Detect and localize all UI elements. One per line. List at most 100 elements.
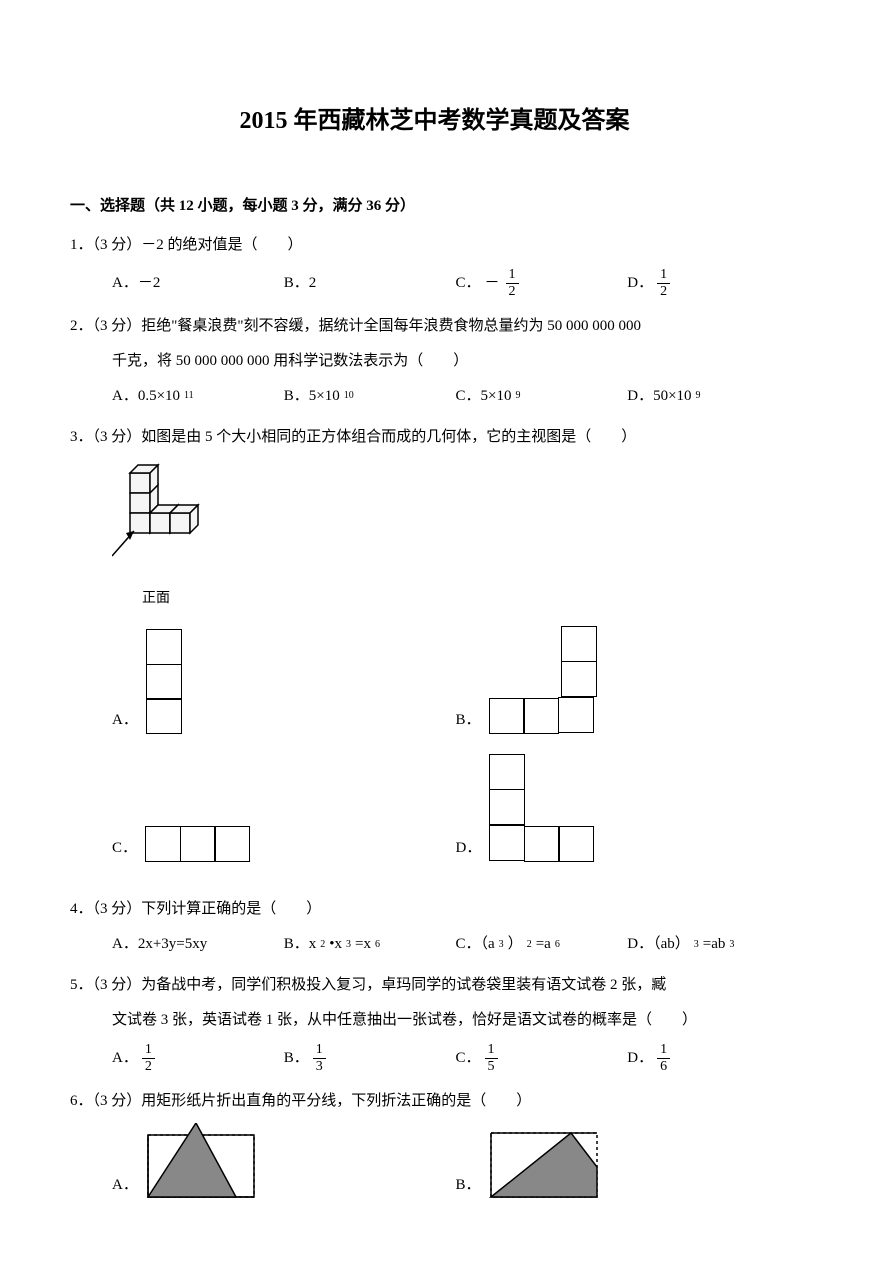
numerator: 1: [657, 267, 670, 283]
q1-c-label: C．: [456, 270, 481, 297]
numerator: 1: [506, 267, 519, 283]
exponent: 3: [729, 936, 734, 954]
question-4: 4．（3 分）下列计算正确的是（ ） A．2x+3y=5xy B．x2•x3=x…: [70, 896, 799, 958]
denominator: 2: [142, 1059, 155, 1074]
fraction: 1 5: [485, 1042, 498, 1074]
fold-b-icon: [489, 1123, 599, 1199]
question-6: 6．（3 分）用矩形纸片折出直角的平分线，下列折法正确的是（ ） A． B．: [70, 1088, 799, 1219]
exponent: 10: [344, 387, 354, 405]
exponent: 6: [375, 936, 380, 954]
q3-d-label: D．: [456, 835, 482, 862]
text: •x: [329, 931, 342, 958]
q2-c-base: C．5×10: [456, 383, 512, 410]
page-title: 2015 年西藏林芝中考数学真题及答案: [70, 100, 799, 143]
text: B．x: [284, 931, 317, 958]
q3-text: 3．（3 分）如图是由 5 个大小相同的正方体组合而成的几何体，它的主视图是（ …: [70, 424, 799, 451]
denominator: 6: [657, 1059, 670, 1074]
q5-text-1: 5．（3 分）为备战中考，同学们积极投入复习，卓玛同学的试卷袋里装有语文试卷 2…: [70, 972, 799, 999]
exponent: 3: [694, 936, 699, 954]
numerator: 1: [485, 1042, 498, 1058]
section-header: 一、选择题（共 12 小题，每小题 3 分，满分 36 分）: [70, 193, 799, 220]
q3-b-label: B．: [456, 707, 481, 734]
q5-a-label: A．: [112, 1045, 138, 1072]
denominator: 2: [657, 284, 670, 299]
q5-d-label: D．: [627, 1045, 653, 1072]
question-5: 5．（3 分）为备战中考，同学们积极投入复习，卓玛同学的试卷袋里装有语文试卷 2…: [70, 972, 799, 1074]
exponent: 9: [696, 387, 701, 405]
q4-option-a: A．2x+3y=5xy: [112, 931, 284, 958]
text: =ab: [703, 931, 726, 958]
q5-text-2: 文试卷 3 张，英语试卷 1 张，从中任意抽出一张试卷，恰好是语文试卷的概率是（…: [70, 1007, 799, 1034]
q2-d-base: D．50×10: [627, 383, 691, 410]
q6-a-label: A．: [112, 1172, 138, 1199]
fraction: 1 6: [657, 1042, 670, 1074]
numerator: 1: [142, 1042, 155, 1058]
exponent: 11: [184, 387, 194, 405]
text: C．（a: [456, 931, 495, 958]
q2-a-base: A．0.5×10: [112, 383, 180, 410]
numerator: 1: [657, 1042, 670, 1058]
exponent: 2: [527, 936, 532, 954]
q1-d-label: D．: [627, 270, 653, 297]
fold-a-icon: [146, 1123, 256, 1199]
q3-option-b: B．: [456, 626, 800, 734]
fraction: 1 2: [142, 1042, 155, 1074]
question-3: 3．（3 分）如图是由 5 个大小相同的正方体组合而成的几何体，它的主视图是（ …: [70, 424, 799, 882]
q1-option-b: B．2: [284, 267, 456, 299]
shape-b-icon: [489, 626, 597, 734]
q1-option-c: C． － 1 2: [456, 267, 628, 299]
denominator: 2: [506, 284, 519, 299]
q3-option-a: A．: [112, 626, 456, 734]
q2-option-b: B．5×1010: [284, 383, 456, 410]
q2-text-1: 2．（3 分）拒绝"餐桌浪费"刻不容缓，据统计全国每年浪费食物总量约为 50 0…: [70, 313, 799, 340]
q3-a-label: A．: [112, 707, 138, 734]
numerator: 1: [313, 1042, 326, 1058]
shape-d-icon: [489, 754, 597, 862]
q5-option-c: C． 1 5: [456, 1042, 628, 1074]
fraction: 1 2: [657, 267, 670, 299]
question-1: 1．（3 分）－2 的绝对值是（ ） A．－2 B．2 C． － 1 2 D． …: [70, 232, 799, 299]
q6-option-b: B．: [456, 1123, 800, 1199]
text: =x: [355, 931, 371, 958]
q3-figure: 正面: [112, 461, 799, 611]
denominator: 3: [313, 1059, 326, 1074]
q5-c-label: C．: [456, 1045, 481, 1072]
q3-c-label: C．: [112, 835, 137, 862]
cube-figure-icon: [112, 461, 232, 576]
exponent: 2: [320, 936, 325, 954]
q2-b-base: B．5×10: [284, 383, 340, 410]
exponent: 9: [515, 387, 520, 405]
q6-option-a: A．: [112, 1123, 456, 1199]
exponent: 6: [555, 936, 560, 954]
text: =a: [536, 931, 551, 958]
q2-text-2: 千克，将 50 000 000 000 用科学记数法表示为（ ）: [70, 348, 799, 375]
q2-options: A．0.5×1011 B．5×1010 C．5×109 D．50×109: [70, 383, 799, 410]
q4-option-c: C．（a3）2=a6: [456, 931, 628, 958]
q3-options: A． B． C． D．: [70, 626, 799, 882]
text: D．（ab）: [627, 931, 690, 958]
q2-option-c: C．5×109: [456, 383, 628, 410]
q6-b-label: B．: [456, 1172, 481, 1199]
q5-options: A． 1 2 B． 1 3 C． 1 5 D． 1 6: [70, 1042, 799, 1074]
q4-option-b: B．x2•x3=x6: [284, 931, 456, 958]
q5-option-d: D． 1 6: [627, 1042, 799, 1074]
q3-option-d: D．: [456, 754, 800, 862]
denominator: 5: [485, 1059, 498, 1074]
q6-text: 6．（3 分）用矩形纸片折出直角的平分线，下列折法正确的是（ ）: [70, 1088, 799, 1115]
q1-option-d: D． 1 2: [627, 267, 799, 299]
q3-option-c: C．: [112, 754, 456, 862]
front-label: 正面: [112, 586, 799, 611]
question-2: 2．（3 分）拒绝"餐桌浪费"刻不容缓，据统计全国每年浪费食物总量约为 50 0…: [70, 313, 799, 410]
q1-text: 1．（3 分）－2 的绝对值是（ ）: [70, 232, 799, 259]
fraction: 1 2: [506, 267, 519, 299]
q1-option-a: A．－2: [112, 267, 284, 299]
text: ）: [508, 931, 523, 958]
q5-option-b: B． 1 3: [284, 1042, 456, 1074]
q1-options: A．－2 B．2 C． － 1 2 D． 1 2: [70, 267, 799, 299]
fraction: 1 3: [313, 1042, 326, 1074]
shape-a-icon: [146, 629, 182, 734]
shape-c-icon: [145, 826, 250, 862]
q6-options: A． B．: [70, 1123, 799, 1219]
exponent: 3: [346, 936, 351, 954]
exponent: 3: [499, 936, 504, 954]
